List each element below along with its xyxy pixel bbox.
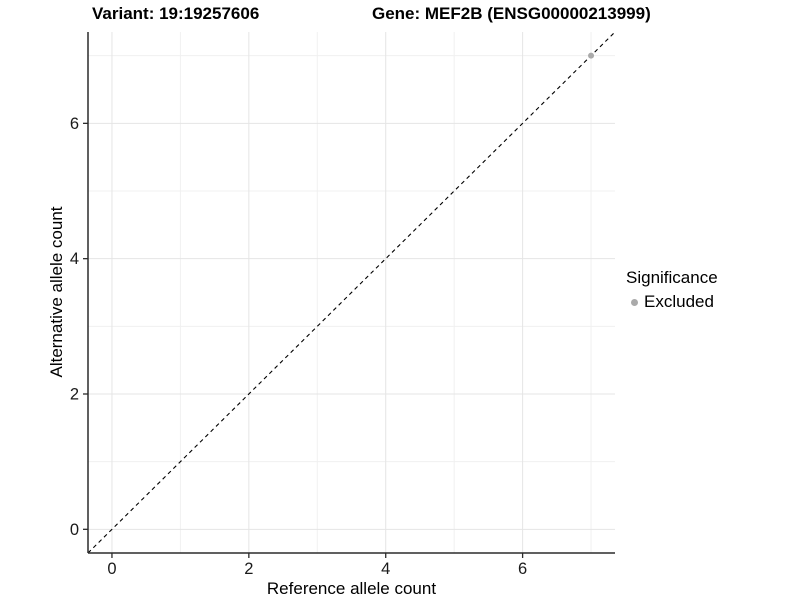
y-tick-label: 6 [70, 115, 79, 133]
gene-title: Gene: MEF2B (ENSG00000213999) [372, 4, 651, 23]
y-axis-label: Alternative allele count [47, 206, 66, 378]
x-tick-label: 4 [381, 560, 390, 578]
variant-title: Variant: 19:19257606 [92, 4, 260, 23]
legend-items: Excluded [626, 292, 718, 312]
y-tick-label: 4 [70, 250, 79, 268]
x-tick-label: 6 [518, 560, 527, 578]
legend-title: Significance [626, 268, 718, 287]
data-point-excluded [588, 52, 595, 59]
identity-dashed-line [87, 31, 616, 554]
legend-point-icon [631, 298, 638, 306]
y-tick-label: 0 [70, 521, 79, 539]
legend-item-label: Excluded [644, 292, 714, 311]
x-axis-label: Reference allele count [266, 579, 437, 598]
legend-item: Excluded [626, 292, 718, 312]
x-tick-label: 0 [107, 560, 116, 578]
legend: Significance Excluded [626, 268, 718, 312]
x-tick-label: 2 [244, 560, 253, 578]
y-tick-label: 2 [70, 385, 79, 403]
